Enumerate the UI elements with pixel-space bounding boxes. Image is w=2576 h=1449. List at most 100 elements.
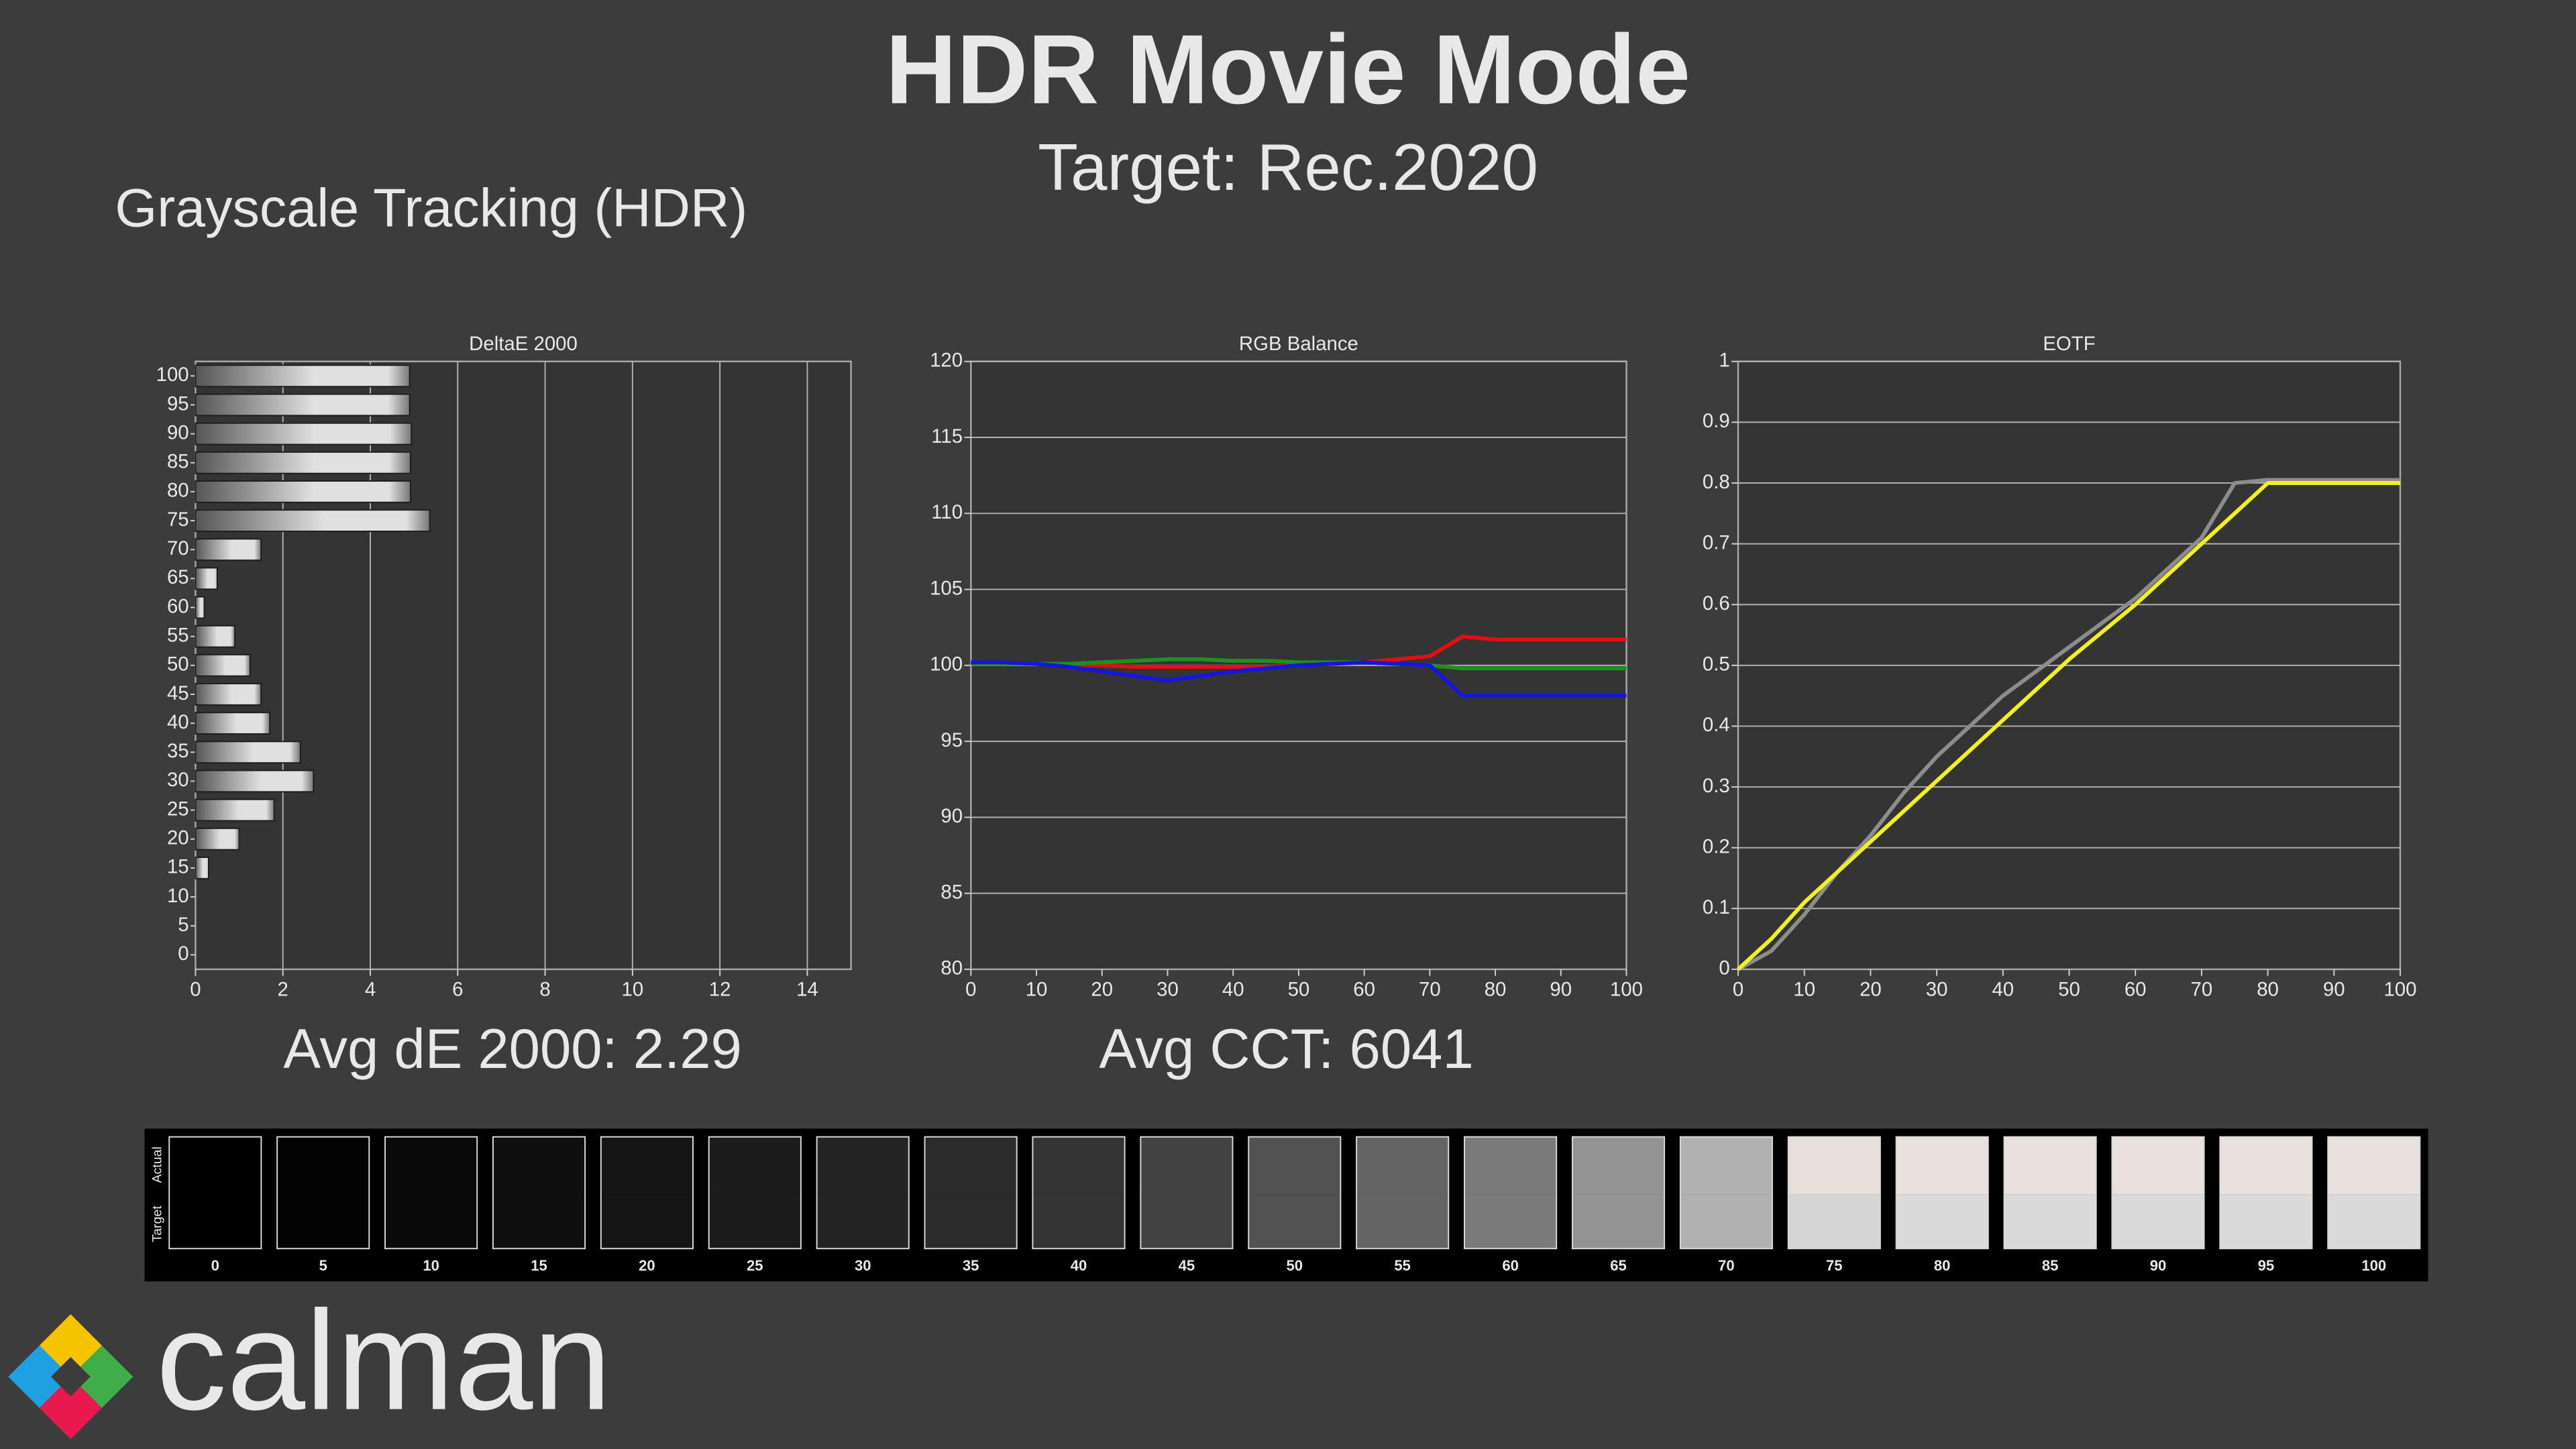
x-tick-label: 30 bbox=[1157, 979, 1179, 1001]
x-tick-label: 20 bbox=[1091, 979, 1113, 1001]
swatch-actual bbox=[1680, 1136, 1772, 1195]
swatch-actual bbox=[277, 1136, 370, 1195]
y-tick-label: 0.6 bbox=[1703, 592, 1730, 614]
swatch-border bbox=[1464, 1136, 1558, 1250]
y-tick-label: 0.3 bbox=[1703, 775, 1730, 797]
swatch-label: 100 bbox=[2361, 1257, 2386, 1274]
swatch-border bbox=[600, 1136, 694, 1250]
swatch-border bbox=[924, 1136, 1018, 1250]
x-tick-label: 80 bbox=[1485, 979, 1507, 1001]
x-tick-label: 40 bbox=[1222, 979, 1244, 1001]
x-tick-label: 2 bbox=[278, 979, 288, 1001]
swatch-border bbox=[1571, 1136, 1666, 1250]
y-tick-label: 95 bbox=[167, 392, 189, 415]
y-tick-label: 0.8 bbox=[1703, 471, 1730, 493]
swatch-actual bbox=[492, 1136, 586, 1195]
y-tick-label: 70 bbox=[167, 537, 189, 559]
swatch-border bbox=[2219, 1136, 2313, 1250]
swatch-actual bbox=[1140, 1136, 1233, 1195]
y-tick-label: 85 bbox=[167, 451, 189, 473]
swatch-target bbox=[277, 1194, 370, 1249]
y-tick-label: 115 bbox=[931, 425, 963, 447]
swatch-actual bbox=[924, 1136, 1017, 1195]
swatch-target bbox=[924, 1194, 1017, 1249]
bar bbox=[195, 480, 411, 503]
swatch-label: 80 bbox=[1934, 1257, 1951, 1274]
swatch-target bbox=[1248, 1194, 1341, 1249]
swatch-label: 15 bbox=[531, 1257, 547, 1274]
swatch-target bbox=[169, 1194, 262, 1249]
swatch-target bbox=[2220, 1194, 2312, 1249]
swatch-border bbox=[168, 1136, 262, 1250]
x-tick-label: 20 bbox=[1860, 979, 1882, 1001]
y-tick-label: 55 bbox=[167, 624, 189, 646]
x-tick-label: 8 bbox=[539, 979, 550, 1001]
y-tick-label: 120 bbox=[930, 350, 963, 372]
summary: Avg CCT: 6041 bbox=[1099, 1018, 1473, 1080]
swatch-border bbox=[1679, 1136, 1773, 1250]
y-tick-label: 15 bbox=[167, 856, 189, 878]
y-tick-label: 1 bbox=[1719, 350, 1729, 372]
bar bbox=[195, 567, 218, 590]
y-tick-label: 95 bbox=[941, 729, 963, 751]
x-tick-label: 60 bbox=[2125, 979, 2147, 1001]
y-tick-label: 20 bbox=[167, 826, 189, 849]
swatch-target bbox=[2112, 1194, 2204, 1249]
bar bbox=[195, 364, 411, 388]
swatch-target bbox=[1464, 1194, 1557, 1249]
y-tick-label: 35 bbox=[167, 740, 189, 762]
bar bbox=[195, 509, 431, 532]
y-tick-label: 105 bbox=[930, 577, 963, 599]
bar bbox=[195, 625, 236, 648]
swatch-target bbox=[1788, 1194, 1880, 1249]
swatch-border bbox=[2327, 1136, 2421, 1250]
swatch-actual bbox=[2112, 1136, 2204, 1195]
bar bbox=[195, 653, 251, 677]
series-line bbox=[971, 657, 1627, 671]
swatch-label: 85 bbox=[2042, 1257, 2059, 1274]
swatch-actual bbox=[600, 1136, 693, 1195]
y-tick-label: 40 bbox=[167, 711, 189, 733]
bar bbox=[195, 422, 413, 445]
x-tick-label: 50 bbox=[2058, 979, 2080, 1001]
bar bbox=[195, 538, 262, 561]
swatch-border bbox=[1140, 1136, 1234, 1250]
y-tick-label: 100 bbox=[156, 364, 189, 386]
y-tick-label: 100 bbox=[930, 653, 963, 676]
chart-title: RGB Balance bbox=[1239, 333, 1358, 355]
bar bbox=[195, 741, 301, 764]
section-title: Grayscale Tracking (HDR) bbox=[115, 178, 747, 238]
x-tick-label: 14 bbox=[796, 979, 818, 1001]
swatch-actual bbox=[1572, 1136, 1665, 1195]
x-tick-label: 0 bbox=[1733, 979, 1743, 1001]
logo-piece bbox=[50, 1356, 91, 1397]
x-tick-label: 10 bbox=[1793, 979, 1815, 1001]
swatch-target bbox=[816, 1194, 909, 1249]
swatch-border bbox=[1356, 1136, 1450, 1250]
swatch-target bbox=[600, 1194, 693, 1249]
swatch-actual bbox=[2220, 1136, 2312, 1195]
y-tick-label: 25 bbox=[167, 798, 189, 820]
swatch-border bbox=[708, 1136, 802, 1250]
bar bbox=[195, 769, 315, 793]
x-tick-label: 12 bbox=[709, 979, 731, 1001]
y-tick-label: 85 bbox=[941, 881, 963, 903]
swatch-label: 5 bbox=[319, 1257, 327, 1274]
swatch-target bbox=[708, 1194, 801, 1249]
x-tick-label: 10 bbox=[622, 979, 644, 1001]
x-tick-label: 0 bbox=[190, 979, 201, 1001]
swatch-border bbox=[276, 1136, 370, 1250]
swatch-target bbox=[385, 1194, 478, 1249]
swatch-actual bbox=[2004, 1136, 2096, 1195]
swatch-target bbox=[1680, 1194, 1772, 1249]
swatch-label: 90 bbox=[2150, 1257, 2167, 1274]
y-tick-label: 90 bbox=[941, 805, 963, 827]
swatch-border bbox=[492, 1136, 586, 1250]
series-line bbox=[1737, 481, 2400, 971]
x-tick-label: 90 bbox=[2323, 979, 2345, 1001]
swatch-label: 35 bbox=[963, 1257, 979, 1274]
y-tick-label: 65 bbox=[167, 566, 189, 588]
swatch-border bbox=[1032, 1136, 1126, 1250]
